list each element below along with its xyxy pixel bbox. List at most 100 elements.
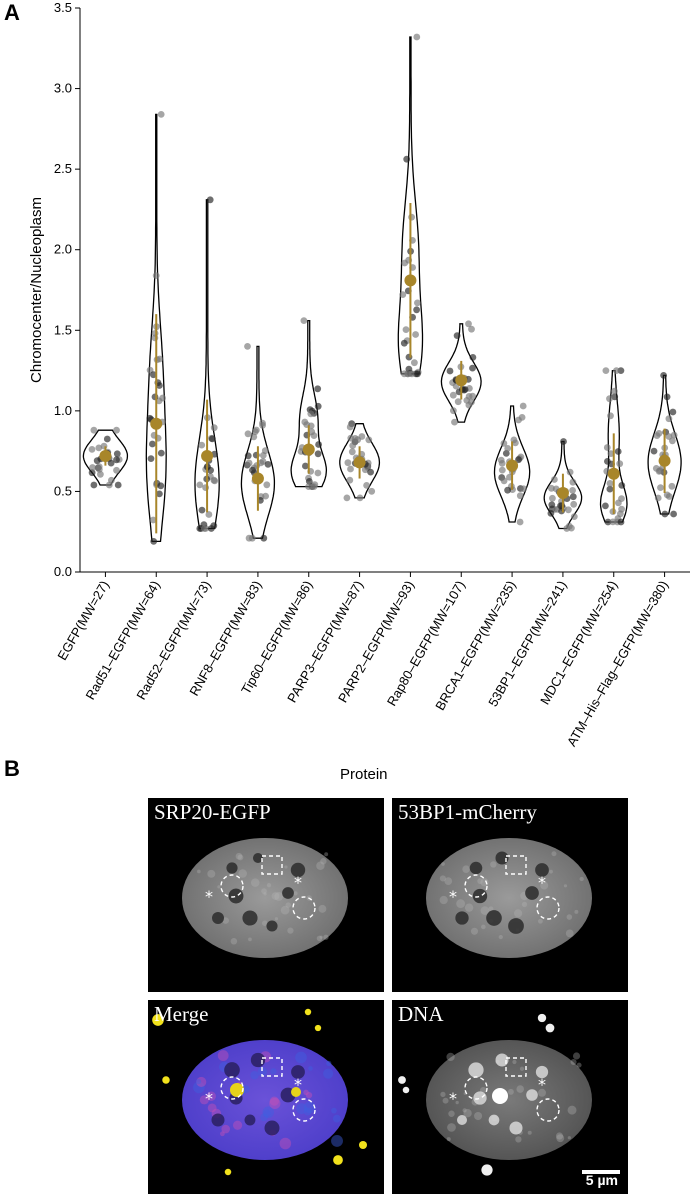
nuclear-focus <box>486 910 502 926</box>
speckle <box>556 1134 565 1143</box>
data-point <box>305 478 313 485</box>
yellow-spot <box>333 1155 343 1165</box>
data-point <box>245 534 253 542</box>
speckle <box>323 1068 334 1079</box>
data-point <box>469 392 476 400</box>
violin-group <box>493 402 531 526</box>
data-point <box>198 506 206 514</box>
violin-group <box>339 420 381 502</box>
data-point <box>156 382 163 389</box>
speckle <box>308 1066 313 1071</box>
speckle <box>331 1135 343 1147</box>
speckle <box>287 927 294 934</box>
data-point <box>569 493 577 501</box>
y-axis-title: Chromocenter/Nucleoplasm <box>28 197 45 383</box>
speckle <box>303 1107 312 1116</box>
y-tick-label: 3.5 <box>54 0 72 15</box>
violin-group <box>440 320 482 426</box>
data-point <box>613 367 620 374</box>
speckle <box>579 876 584 882</box>
data-point <box>253 426 260 434</box>
data-point <box>244 430 252 438</box>
data-point <box>670 510 677 518</box>
yellow-spot <box>358 1140 368 1150</box>
speckle <box>316 861 325 870</box>
speckle <box>498 934 503 940</box>
speckle <box>574 909 579 914</box>
nuclear-focus <box>242 910 258 926</box>
data-point <box>450 407 457 415</box>
asterisk-marker: * <box>294 873 302 892</box>
speckle <box>207 869 216 878</box>
nucleus <box>426 838 592 958</box>
dashed-circle <box>536 1098 560 1122</box>
data-point <box>602 502 609 510</box>
violin-group <box>543 438 583 532</box>
yellow-focus <box>230 1083 244 1097</box>
data-point <box>105 481 113 489</box>
data-point <box>500 477 508 485</box>
data-point <box>570 513 578 520</box>
data-point <box>349 442 357 449</box>
data-point <box>314 385 322 393</box>
data-point <box>95 463 103 470</box>
speckle <box>207 1103 217 1113</box>
data-point <box>414 370 421 378</box>
violin-outline <box>194 199 220 530</box>
violin-outline <box>397 36 424 375</box>
data-point <box>343 494 351 502</box>
data-point <box>250 433 258 441</box>
y-tick-label: 0.5 <box>54 483 72 498</box>
data-point <box>668 482 676 490</box>
data-point <box>344 459 352 467</box>
y-tick-label: 2.5 <box>54 161 72 176</box>
data-point <box>89 464 96 471</box>
data-point <box>402 326 410 333</box>
speckle <box>305 1091 313 1099</box>
data-point <box>516 492 524 500</box>
speckle <box>576 1062 582 1068</box>
nuclear-focus <box>495 1053 509 1067</box>
data-point <box>618 505 625 513</box>
data-point <box>616 460 624 468</box>
bright-spot <box>481 1164 493 1176</box>
asterisk-marker: * <box>205 1089 213 1108</box>
data-point <box>500 440 508 447</box>
nuclear-focus <box>252 852 264 864</box>
speckle <box>455 1100 459 1105</box>
data-point <box>149 440 156 448</box>
panel-label-a: A <box>4 0 20 25</box>
data-point <box>663 491 671 499</box>
data-point <box>348 448 356 456</box>
speckle <box>551 851 557 857</box>
speckle <box>285 902 292 908</box>
data-point <box>107 459 115 467</box>
data-point <box>210 424 218 432</box>
nuclear-focus <box>226 862 238 874</box>
data-point <box>150 371 157 379</box>
data-point <box>408 213 415 221</box>
nuclear-focus <box>525 886 539 900</box>
yellow-spot <box>224 1168 232 1176</box>
data-point <box>260 534 268 542</box>
data-point <box>504 486 511 494</box>
asterisk-marker: * <box>449 887 457 906</box>
violin-group <box>397 33 424 378</box>
violin-group <box>82 426 129 489</box>
speckle <box>462 865 470 873</box>
data-point <box>665 415 673 423</box>
data-point <box>602 367 610 374</box>
y-tick-label: 0.0 <box>54 564 72 579</box>
data-point <box>404 370 412 378</box>
nuclear-focus <box>456 1114 468 1126</box>
speckle <box>196 1076 207 1087</box>
speckle <box>537 918 543 924</box>
asterisk-marker: * <box>538 1075 546 1094</box>
speckle <box>565 929 574 938</box>
data-point <box>257 459 265 467</box>
speckle <box>326 1060 332 1067</box>
yellow-spot <box>162 1076 170 1084</box>
data-point <box>259 422 266 429</box>
speckle <box>197 869 201 874</box>
violin-outline <box>290 319 328 488</box>
